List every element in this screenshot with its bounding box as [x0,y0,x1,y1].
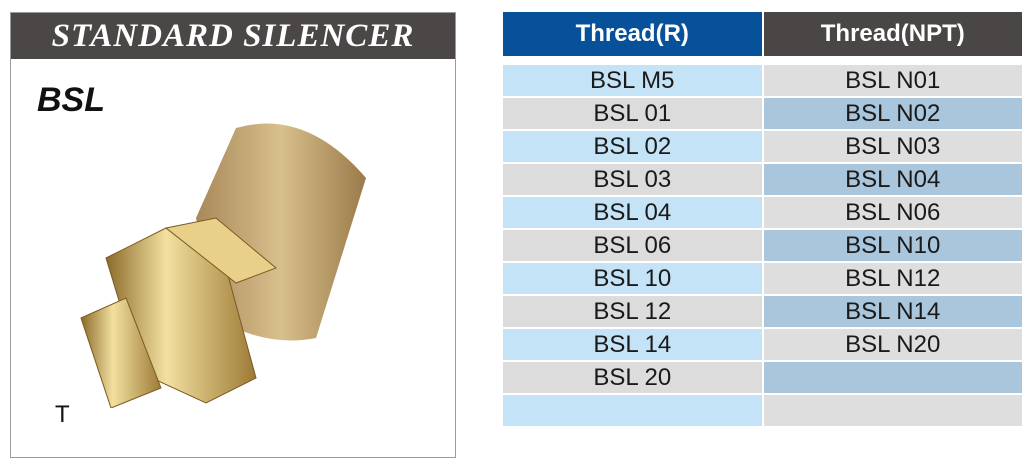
table-row: BSL 03 BSL N04 [503,164,1022,195]
cell-thread-npt [763,362,1022,393]
model-name: BSL [37,81,105,119]
silencer-image [80,123,366,408]
cell-thread-r: BSL 12 [503,296,762,327]
table-row: BSL 06 BSL N10 [503,230,1022,261]
table-row [503,395,1022,426]
table-row: BSL 04 BSL N06 [503,197,1022,228]
cell-thread-r: BSL 04 [503,197,762,228]
cell-thread-r: BSL 20 [503,362,762,393]
cell-thread-npt: BSL N14 [763,296,1022,327]
table-row: BSL M5 BSL N01 [503,65,1022,96]
cell-thread-npt: BSL N03 [763,131,1022,162]
cell-thread-npt: BSL N04 [763,164,1022,195]
header-thread-r: Thread(R) [503,12,762,56]
table-row: BSL 01 BSL N02 [503,98,1022,129]
cell-thread-npt: BSL N01 [763,65,1022,96]
cell-thread-r: BSL M5 [503,65,762,96]
product-panel: STANDARD SILENCER BSL T [10,12,456,458]
cell-thread-npt [763,395,1022,426]
cell-thread-r: BSL 02 [503,131,762,162]
cell-thread-r: BSL 10 [503,263,762,294]
cell-thread-npt: BSL N20 [763,329,1022,360]
cell-thread-npt: BSL N10 [763,230,1022,261]
cell-thread-r: BSL 14 [503,329,762,360]
cell-thread-r: BSL 06 [503,230,762,261]
table-row: BSL 12 BSL N14 [503,296,1022,327]
table-row: BSL 02 BSL N03 [503,131,1022,162]
cell-thread-npt: BSL N12 [763,263,1022,294]
cell-thread-npt: BSL N02 [763,98,1022,129]
table-header: Thread(R) Thread(NPT) [503,12,1022,56]
table-row: BSL 20 [503,362,1022,393]
cell-thread-r [503,395,762,426]
table-row: BSL 10 BSL N12 [503,263,1022,294]
header-thread-npt: Thread(NPT) [763,12,1022,56]
thread-type-label: T [55,401,70,428]
cell-thread-npt: BSL N06 [763,197,1022,228]
panel-title: STANDARD SILENCER [11,13,455,59]
cell-thread-r: BSL 01 [503,98,762,129]
table-row: BSL 14 BSL N20 [503,329,1022,360]
thread-table: Thread(R) Thread(NPT) BSL M5 BSL N01 BSL 0… [503,12,1022,428]
cell-thread-r: BSL 03 [503,164,762,195]
